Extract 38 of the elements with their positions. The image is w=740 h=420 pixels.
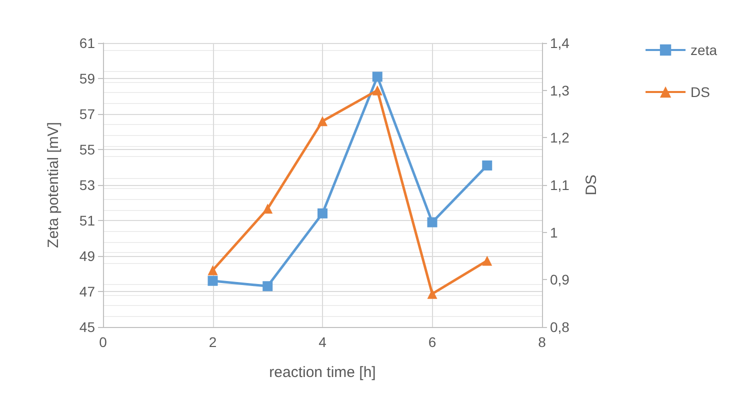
point: [318, 116, 328, 126]
y-tick-label: 61: [79, 35, 96, 51]
y2-axis-title: DS: [583, 174, 600, 196]
y-tick-label: 55: [79, 142, 96, 158]
x-tick-label: 2: [208, 334, 217, 350]
point: [262, 204, 273, 214]
point: [208, 276, 218, 286]
y2-tick-label: 0,9: [550, 272, 570, 288]
point: [208, 265, 218, 276]
y2-tick-label: 0,8: [550, 319, 570, 335]
point: [427, 217, 438, 228]
x-tick-label: 4: [318, 334, 327, 350]
y-tick-label: 49: [79, 248, 96, 264]
point: [372, 85, 382, 96]
y2-tick-label: 1,2: [550, 130, 570, 146]
point: [482, 256, 492, 266]
y2-tick-label: 1,3: [550, 82, 570, 98]
y2-tick-label: 1,1: [550, 177, 570, 193]
point: [318, 208, 328, 218]
x-tick-label: 0: [99, 334, 108, 350]
point: [262, 281, 273, 292]
y-tick-label: 45: [79, 319, 96, 335]
y2-tick-label: 1,4: [550, 35, 570, 51]
x-tick-label: 6: [428, 334, 436, 350]
x-tick-label: 8: [538, 334, 546, 350]
point: [482, 160, 492, 170]
y-tick-label: 59: [79, 70, 96, 86]
y-tick-label: 53: [79, 177, 96, 193]
point: [427, 288, 438, 299]
point: [372, 72, 382, 82]
y2-tick-label: 1: [550, 224, 558, 240]
x-axis-title: reaction time [h]: [269, 364, 376, 381]
y-axis-title: Zeta potential [mV]: [45, 122, 62, 248]
y-tick-label: 47: [79, 284, 96, 300]
legend-label: zeta: [690, 42, 718, 58]
y-tick-label: 57: [79, 106, 96, 122]
y-tick-label: 51: [79, 212, 96, 228]
legend-label: DS: [690, 84, 710, 100]
